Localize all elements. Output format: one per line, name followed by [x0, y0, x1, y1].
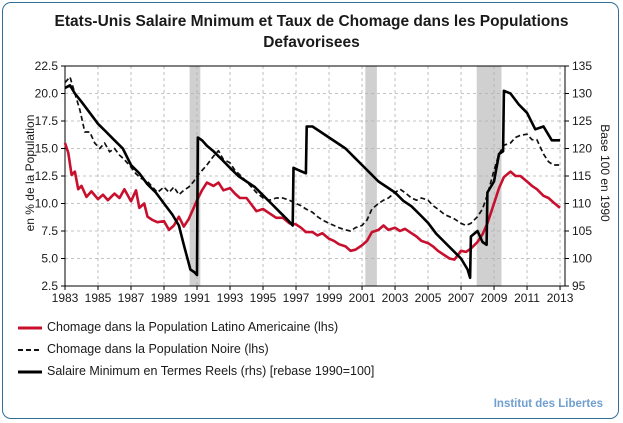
series-line-salaire — [64, 84, 560, 280]
right-tick-label-135: 135 — [572, 59, 592, 73]
right-tick-label-130: 130 — [572, 87, 592, 101]
right-tick-label-100: 100 — [572, 252, 592, 266]
x-tick-label-1991: 1991 — [184, 291, 211, 305]
left-tick-label-12.5: 12.5 — [35, 169, 59, 183]
right-tick-label-115: 115 — [572, 169, 591, 183]
left-axis-ticks: 2.5 5.0 7.5 10.0 12.5 15.0 17.5 20.0 22.5 — [35, 59, 65, 293]
x-tick-label-2005: 2005 — [415, 291, 442, 305]
brand-label: Institut des Libertes — [493, 398, 603, 410]
chart-title-line-2: Defavorisees — [263, 34, 360, 51]
legend-label-noire: Chomage dans la Population Noire (lhs) — [47, 342, 269, 356]
right-tick-label-110: 110 — [572, 197, 591, 211]
legend-label-salaire: Salaire Minimum en Termes Reels (rhs) [r… — [47, 364, 375, 378]
left-tick-label-15.0: 15.0 — [35, 142, 59, 156]
x-tick-label-1989: 1989 — [151, 291, 178, 305]
x-tick-label-1995: 1995 — [250, 291, 277, 305]
legend-label-latino: Chomage dans la Population Latino Americ… — [47, 320, 339, 334]
x-tick-label-2003: 2003 — [382, 291, 409, 305]
x-tick-label-2013: 2013 — [547, 291, 574, 305]
x-tick-label-2011: 2011 — [514, 291, 540, 305]
recession-band-0 — [189, 66, 201, 286]
left-tick-label-20.0: 20.0 — [35, 87, 59, 101]
right-tick-label-105: 105 — [572, 224, 592, 238]
x-tick-label-1999: 1999 — [316, 291, 343, 305]
right-tick-label-125: 125 — [572, 114, 592, 128]
series-line-latino — [63, 142, 561, 261]
left-tick-label-2.5: 2.5 — [41, 279, 58, 293]
left-tick-label-22.5: 22.5 — [35, 59, 59, 73]
left-tick-label-17.5: 17.5 — [35, 114, 59, 128]
x-tick-label-2007: 2007 — [448, 291, 475, 305]
x-tick-label-1985: 1985 — [85, 291, 112, 305]
chart-title-line-1: Etats-Unis Salaire Mnimum et Taux de Cho… — [54, 13, 569, 30]
x-tick-label-1993: 1993 — [217, 291, 244, 305]
y-axis-label-left: en % de la Population — [23, 114, 37, 232]
chart-frame — [2, 2, 619, 419]
legend-swatch-latino — [18, 326, 42, 330]
left-tick-label-5.0: 5.0 — [41, 252, 58, 266]
y-axis-label-right: Base 100 en 1990 — [598, 124, 612, 222]
x-tick-label-1983: 1983 — [52, 291, 79, 305]
series-lines — [63, 76, 561, 280]
x-tick-label-2001: 2001 — [349, 291, 376, 305]
right-axis-ticks: 95 100 105 110 115 120 125 130 135 — [565, 59, 592, 293]
x-axis-ticks: 1983 1985 1987 1989 1991 1993 1995 1997 1999 2001… — [52, 286, 574, 305]
right-tick-label-95: 95 — [572, 279, 586, 293]
x-tick-label-1997: 1997 — [283, 291, 310, 305]
right-tick-label-120: 120 — [572, 142, 592, 156]
left-tick-label-10.0: 10.0 — [35, 197, 59, 211]
legend-swatch-noire — [18, 349, 42, 351]
x-tick-label-1987: 1987 — [118, 291, 145, 305]
legend-swatch-salaire — [18, 370, 42, 374]
left-tick-label-7.5: 7.5 — [41, 224, 58, 238]
x-tick-label-2009: 2009 — [481, 291, 508, 305]
